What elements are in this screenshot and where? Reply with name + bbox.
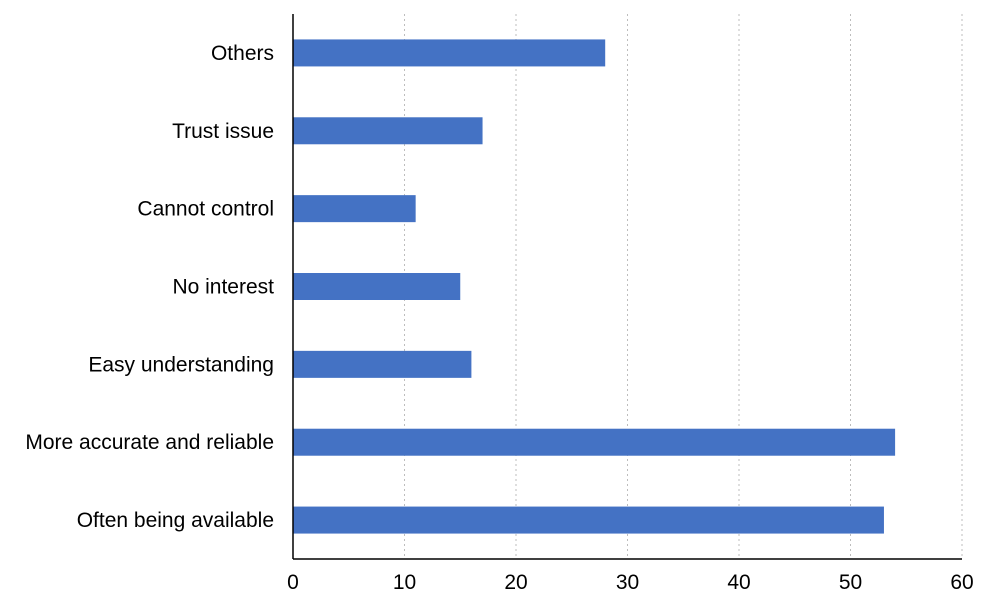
category-label: Trust issue <box>172 120 274 143</box>
bar <box>293 506 884 534</box>
x-tick-label: 10 <box>393 571 416 594</box>
category-label: No interest <box>172 276 274 299</box>
category-label: Often being available <box>77 509 274 532</box>
x-tick-label: 60 <box>950 571 973 594</box>
bar <box>293 273 461 300</box>
category-label: More accurate and reliable <box>25 431 274 454</box>
category-label: Others <box>211 42 274 65</box>
bar <box>293 428 896 456</box>
x-tick-labels: 0 10 20 30 40 50 60 <box>287 571 974 594</box>
bar <box>293 117 483 145</box>
bar <box>293 39 606 67</box>
x-tick-label: 40 <box>727 571 750 594</box>
category-label: Easy understanding <box>88 353 274 376</box>
axes <box>292 14 962 560</box>
bars <box>293 39 896 534</box>
x-tick-label: 30 <box>616 571 639 594</box>
bar <box>293 350 472 378</box>
category-labels: Others Trust issue Cannot control No intere… <box>25 42 274 532</box>
x-tick-label: 50 <box>839 571 862 594</box>
x-tick-label: 0 <box>287 571 299 594</box>
x-tick-label: 20 <box>504 571 527 594</box>
bar <box>293 195 416 223</box>
grid-lines <box>404 14 963 559</box>
category-label: Cannot control <box>137 198 274 221</box>
